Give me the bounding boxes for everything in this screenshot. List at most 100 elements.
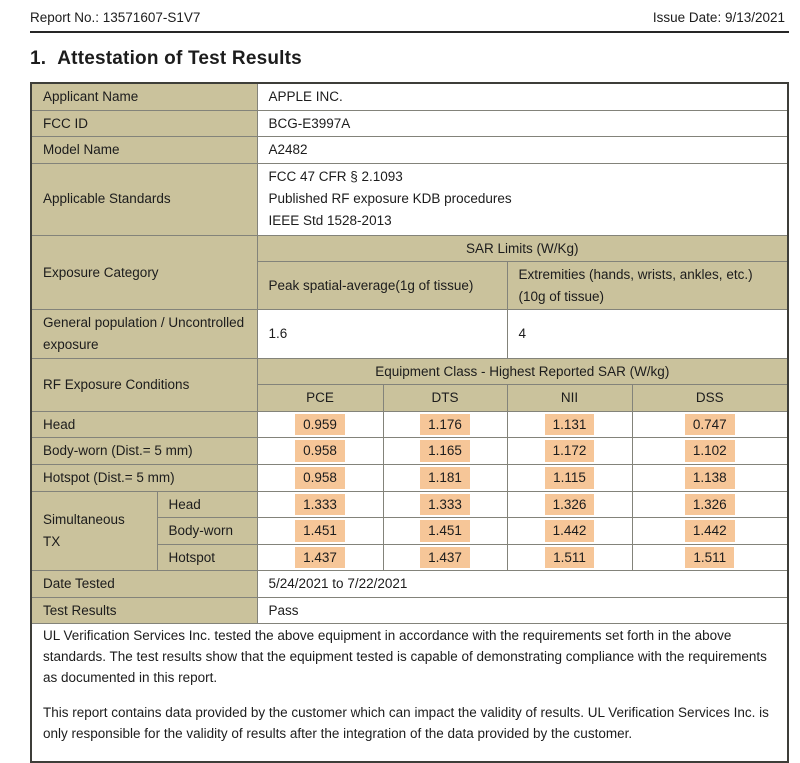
sar-value: 1.333 (295, 493, 345, 516)
row-value: Pass (256, 596, 789, 625)
col-header-nii: NII (506, 384, 633, 412)
sar-value: 0.959 (295, 413, 345, 436)
standard-line: FCC 47 CFR § 2.1093 (268, 168, 403, 184)
table-row-equipment-header: RF Exposure Conditions Equipment Class -… (30, 357, 789, 412)
page-title: 1. Attestation of Test Results (30, 48, 787, 70)
peak-limit-value: 1.6 (256, 309, 508, 359)
table-row-test-results: Test Results Pass (30, 596, 789, 625)
sar-value: 1.115 (545, 466, 594, 489)
attestation-paragraph: UL Verification Services Inc. tested the… (43, 628, 767, 685)
sar-value: 1.437 (295, 546, 345, 569)
row-label: RF Exposure Conditions (30, 357, 258, 412)
standards-cell: FCC 47 CFR § 2.1093 Published RF exposur… (256, 162, 789, 236)
sar-value-cell: 1.115 (506, 463, 633, 492)
sar-value: 1.102 (684, 440, 735, 462)
sar-value-cell: 0.958 (256, 463, 384, 492)
doc-header: Report No.: 13571607-S1V7 Issue Date: 9/… (30, 8, 787, 25)
sar-value: 1.511 (545, 546, 594, 569)
table-row-hotspot: Hotspot (Dist.= 5 mm) 0.958 1.181 1.115 … (30, 463, 789, 492)
sar-value-cell: 0.747 (631, 410, 789, 439)
row-label: General population / Uncontrolled exposu… (30, 309, 258, 359)
disclaimer-paragraph: This report contains data provided by th… (43, 705, 769, 741)
sar-value-cell: 1.181 (382, 463, 508, 492)
row-label: Body-worn (Dist.= 5 mm) (30, 437, 258, 465)
sar-value-cell: 1.511 (506, 543, 633, 572)
sar-value-cell: 1.511 (631, 543, 789, 572)
sar-value-cell: 1.176 (382, 410, 508, 439)
table-row-fccid: FCC ID BCG-E3997A (30, 109, 789, 138)
standard-line: Published RF exposure KDB procedures (268, 191, 512, 207)
sar-value: 1.326 (544, 493, 595, 516)
section-number: 1. (30, 48, 47, 69)
sar-value-cell: 0.959 (256, 410, 384, 439)
row-label: Model Name (30, 136, 258, 164)
sar-value-cell: 1.442 (506, 517, 633, 545)
sar-value: 1.437 (420, 546, 470, 569)
sar-value: 0.747 (684, 413, 735, 436)
sar-value-cell: 1.172 (506, 437, 633, 465)
sar-value-cell: 1.165 (382, 437, 508, 465)
standard-line: IEEE Std 1528-2013 (268, 213, 392, 229)
sar-value: 1.165 (420, 440, 470, 462)
row-value: A2482 (256, 136, 789, 164)
row-label: Applicable Standards (30, 162, 258, 236)
row-label: Hotspot (Dist.= 5 mm) (30, 463, 258, 492)
sar-value: 1.451 (295, 520, 345, 542)
table-row-sar-limits-subheader: Peak spatial-average(1g of tissue) Extre… (31, 261, 789, 311)
table-row-sar-limits-header: Exposure Category SAR Limits (W/Kg) (30, 234, 789, 311)
table-row-simtx-bodyworn: Body-worn 1.451 1.451 1.442 1.442 (31, 517, 789, 545)
sar-value-cell: 1.451 (256, 517, 384, 545)
col-header-dss: DSS (631, 384, 789, 412)
section-title: Attestation of Test Results (57, 48, 302, 69)
row-label: Test Results (30, 596, 258, 625)
sar-value-cell: 1.102 (631, 437, 789, 465)
sar-value-cell: 1.442 (631, 517, 789, 545)
sar-value-cell: 0.958 (256, 437, 384, 465)
table-row-notes: UL Verification Services Inc. tested the… (30, 623, 789, 763)
row-value: APPLE INC. (256, 82, 789, 111)
sar-value-cell: 1.333 (382, 490, 508, 519)
row-label: Applicant Name (30, 82, 258, 111)
row-label: Hotspot (156, 543, 258, 572)
sar-value: 1.131 (544, 413, 595, 436)
table-row-applicant: Applicant Name APPLE INC. (30, 82, 789, 111)
table-row-head: Head 0.959 1.176 1.131 0.747 (30, 410, 789, 439)
sar-value: 1.451 (420, 520, 470, 542)
sar-value-cell: 1.131 (506, 410, 633, 439)
table-row-standards: Applicable Standards FCC 47 CFR § 2.1093… (30, 162, 789, 236)
row-label: Date Tested (30, 570, 258, 598)
report-number: Report No.: 13571607-S1V7 (30, 10, 201, 25)
extremities-header: Extremities (hands, wrists, ankles, etc.… (506, 261, 789, 311)
sar-value: 1.138 (684, 466, 735, 489)
sar-value: 0.958 (295, 466, 345, 489)
col-header-dts: DTS (382, 384, 508, 412)
equipment-class-header: Equipment Class - Highest Reported SAR (… (256, 357, 789, 386)
table-row-simtx-head: Simultaneous TX Head 1.333 1.333 1.326 1… (30, 490, 789, 572)
row-value: 5/24/2021 to 7/22/2021 (256, 570, 789, 598)
sar-value: 0.958 (295, 440, 345, 462)
sar-value: 1.511 (685, 546, 735, 569)
sar-value-cell: 1.451 (382, 517, 508, 545)
col-header-pce: PCE (256, 384, 384, 412)
extremities-limit-value: 4 (506, 309, 789, 359)
sar-value: 1.333 (420, 493, 470, 516)
peak-header: Peak spatial-average(1g of tissue) (256, 261, 508, 311)
sar-limits-header: SAR Limits (W/Kg) (256, 234, 789, 263)
header-divider (30, 31, 789, 33)
notes-cell: UL Verification Services Inc. tested the… (30, 623, 789, 763)
sar-value: 1.181 (420, 466, 470, 489)
sar-value-cell: 1.437 (256, 543, 384, 572)
sar-value: 1.326 (684, 493, 735, 516)
table-row-class-headers: PCE DTS NII DSS (31, 384, 789, 412)
row-label: Head (156, 490, 258, 519)
sar-value-cell: 1.437 (382, 543, 508, 572)
sar-value-cell: 1.326 (631, 490, 789, 519)
sar-value-cell: 1.326 (506, 490, 633, 519)
table-row-model: Model Name A2482 (30, 136, 789, 164)
sar-value-cell: 1.138 (631, 463, 789, 492)
row-label: Head (30, 410, 258, 439)
sar-value: 1.442 (684, 520, 735, 542)
attestation-table: Applicant Name APPLE INC. FCC ID BCG-E39… (30, 82, 790, 763)
sar-value-cell: 1.333 (256, 490, 384, 519)
row-label: FCC ID (30, 109, 258, 138)
